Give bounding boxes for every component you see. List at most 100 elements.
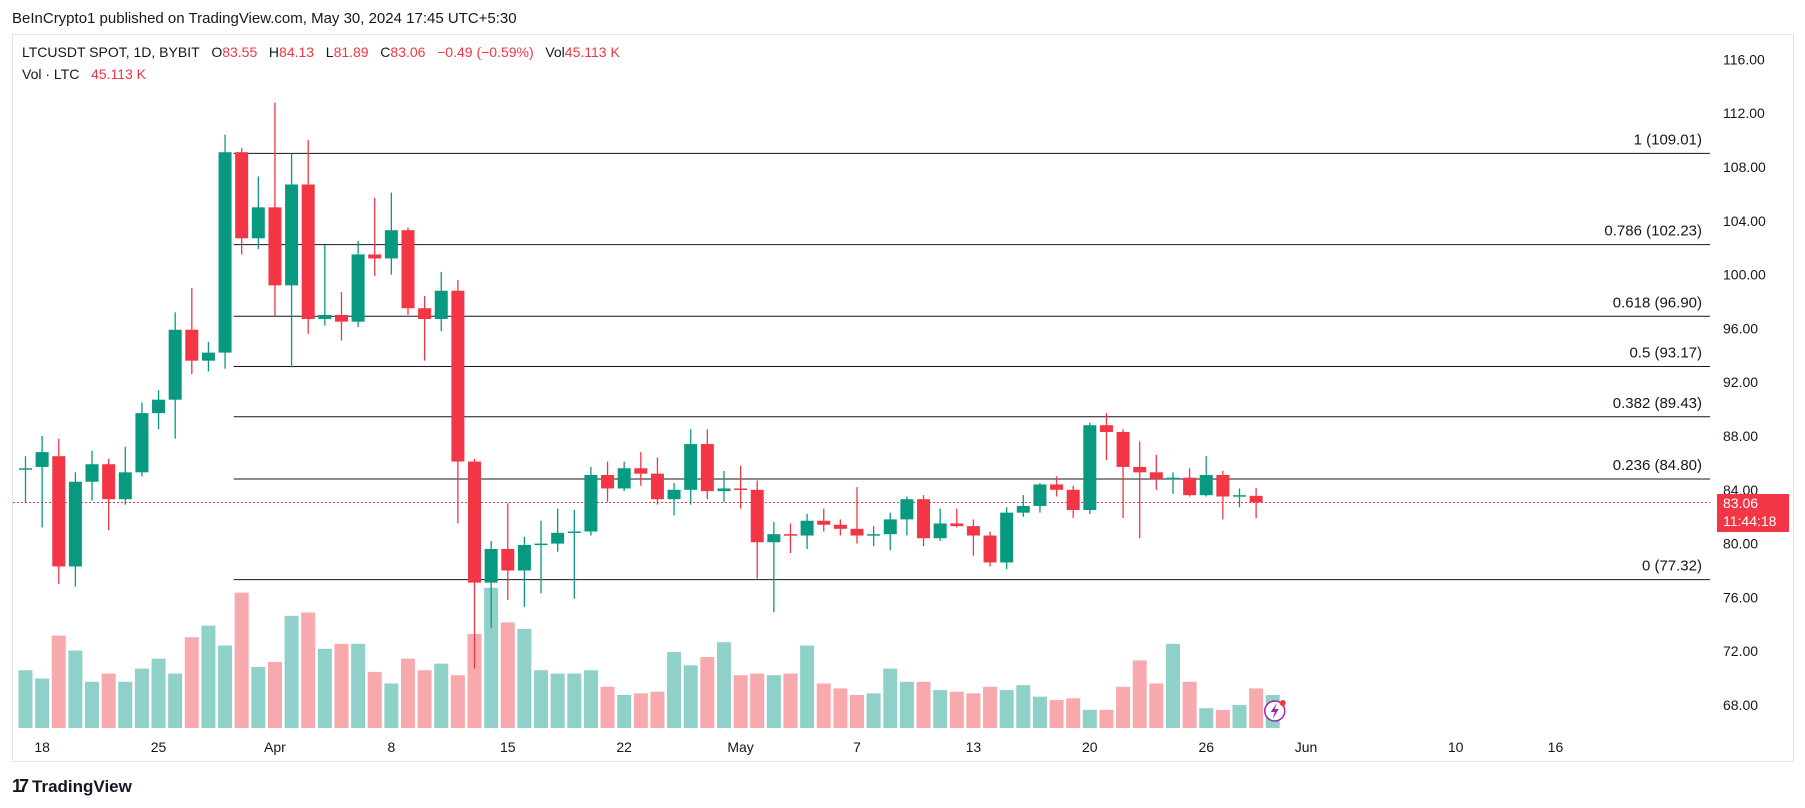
x-axis-tick-label: 10 [1448, 739, 1464, 755]
volume-bar [567, 673, 582, 728]
candle-body [767, 534, 781, 543]
tradingview-logo[interactable]: 17 TradingView [12, 776, 132, 797]
volume-bar [351, 643, 366, 728]
volume-bar [284, 615, 299, 728]
candle-body [650, 473, 664, 500]
volume-bar [600, 686, 615, 728]
y-axis-tick-label: 88.00 [1723, 428, 1758, 444]
volume-bar [1066, 698, 1081, 728]
candle-body [185, 329, 199, 361]
candle-body [1050, 484, 1064, 490]
volume-bar [966, 693, 981, 728]
candle-body [52, 456, 66, 567]
volume-bar [816, 683, 831, 728]
candle-body [567, 531, 581, 533]
volume-bar [534, 670, 549, 728]
candle-body [883, 519, 897, 535]
volume-bar [1149, 683, 1164, 728]
candle-body [667, 489, 681, 500]
candle-body [1083, 425, 1097, 510]
volume-bar [633, 693, 648, 728]
volume-bar [866, 693, 881, 728]
x-axis-tick-label: May [727, 739, 753, 755]
candle-body [1033, 484, 1047, 506]
candle-body [85, 464, 99, 482]
candle-body [318, 314, 332, 319]
volume-bar [850, 695, 864, 728]
candle-body [717, 488, 731, 492]
volume-bar [85, 681, 100, 728]
candle-body [152, 399, 166, 414]
volume-bar [783, 673, 798, 728]
x-axis-tick-label: 7 [853, 739, 861, 755]
volume-bar [450, 675, 465, 728]
x-axis-tick-label: 16 [1548, 739, 1564, 755]
lightning-icon-glyph [1270, 703, 1279, 719]
y-axis-tick-label: 108.00 [1723, 159, 1766, 175]
volume-bar [1165, 643, 1180, 728]
x-axis-tick-label: 15 [500, 739, 516, 755]
candle-body [1183, 477, 1197, 496]
y-axis-tick-label: 76.00 [1723, 589, 1758, 605]
tradingview-logo-text: TradingView [32, 776, 132, 796]
volume-bar [583, 670, 598, 728]
candle-body [601, 475, 615, 489]
y-axis-tick-label: 84.00 [1723, 482, 1758, 498]
candle-body [1099, 425, 1113, 432]
notification-dot [1279, 700, 1286, 706]
x-axis-tick-label: 13 [966, 739, 982, 755]
candle-body [1133, 466, 1147, 473]
candle-body [285, 184, 299, 286]
candle-body [501, 548, 515, 571]
y-axis-tick-label: 116.00 [1723, 51, 1765, 67]
volume-bar [716, 642, 731, 728]
volume-bar [417, 670, 432, 728]
open-value: 83.55 [222, 44, 258, 60]
chart-frame[interactable] [12, 34, 1794, 762]
volume-value: 45.113 K [564, 44, 620, 60]
volume-bar [1016, 685, 1031, 728]
x-axis-tick-label: Apr [264, 739, 286, 755]
volume-bar [1182, 681, 1197, 728]
volume-bar [667, 652, 682, 728]
symbol-info[interactable]: LTCUSDT SPOT, 1D, BYBIT [22, 44, 200, 60]
volume-bar [35, 678, 50, 728]
candle-body [384, 230, 398, 259]
candle-body [451, 290, 465, 462]
volume-bar [933, 690, 948, 728]
candle-body [1016, 505, 1030, 513]
volume-indicator-value: 45.113 K [90, 66, 146, 82]
volume-bar [1199, 708, 1214, 728]
candle-body [700, 444, 714, 492]
fib-level-label: 0.382 (89.43) [1613, 395, 1702, 412]
x-axis-tick-label: 26 [1198, 739, 1214, 755]
candle-body [301, 184, 315, 319]
volume-bar [766, 675, 781, 728]
candle-body [102, 464, 116, 500]
candle-body [900, 499, 914, 520]
fib-level-label: 0.236 (84.80) [1613, 457, 1702, 474]
volume-bar [251, 666, 266, 728]
volume-bar [1215, 709, 1230, 728]
volume-bar [51, 635, 66, 728]
candle-body [334, 314, 348, 322]
ohlc-legend: LTCUSDT SPOT, 1D, BYBIT O83.55 H84.13 L8… [22, 44, 620, 60]
candle-body [401, 230, 415, 309]
open-label: O [211, 44, 223, 60]
candle-body [551, 532, 565, 544]
fib-level-label: 1 (109.01) [1634, 131, 1702, 148]
volume-bar [700, 657, 715, 728]
volume-indicator-label[interactable]: Vol · LTC [22, 66, 80, 82]
change-value: −0.49 (−0.59%) [437, 44, 534, 60]
y-axis-tick-label: 96.00 [1723, 320, 1758, 336]
volume-bar [1082, 709, 1097, 728]
candle-body [517, 544, 531, 571]
volume-bar [18, 670, 33, 728]
y-axis-tick-label: 80.00 [1723, 536, 1758, 552]
candle-body [850, 528, 864, 536]
volume-bar [434, 663, 449, 728]
volume-bar [301, 612, 316, 728]
volume-bar [949, 691, 964, 728]
volume-bar [1132, 660, 1147, 728]
